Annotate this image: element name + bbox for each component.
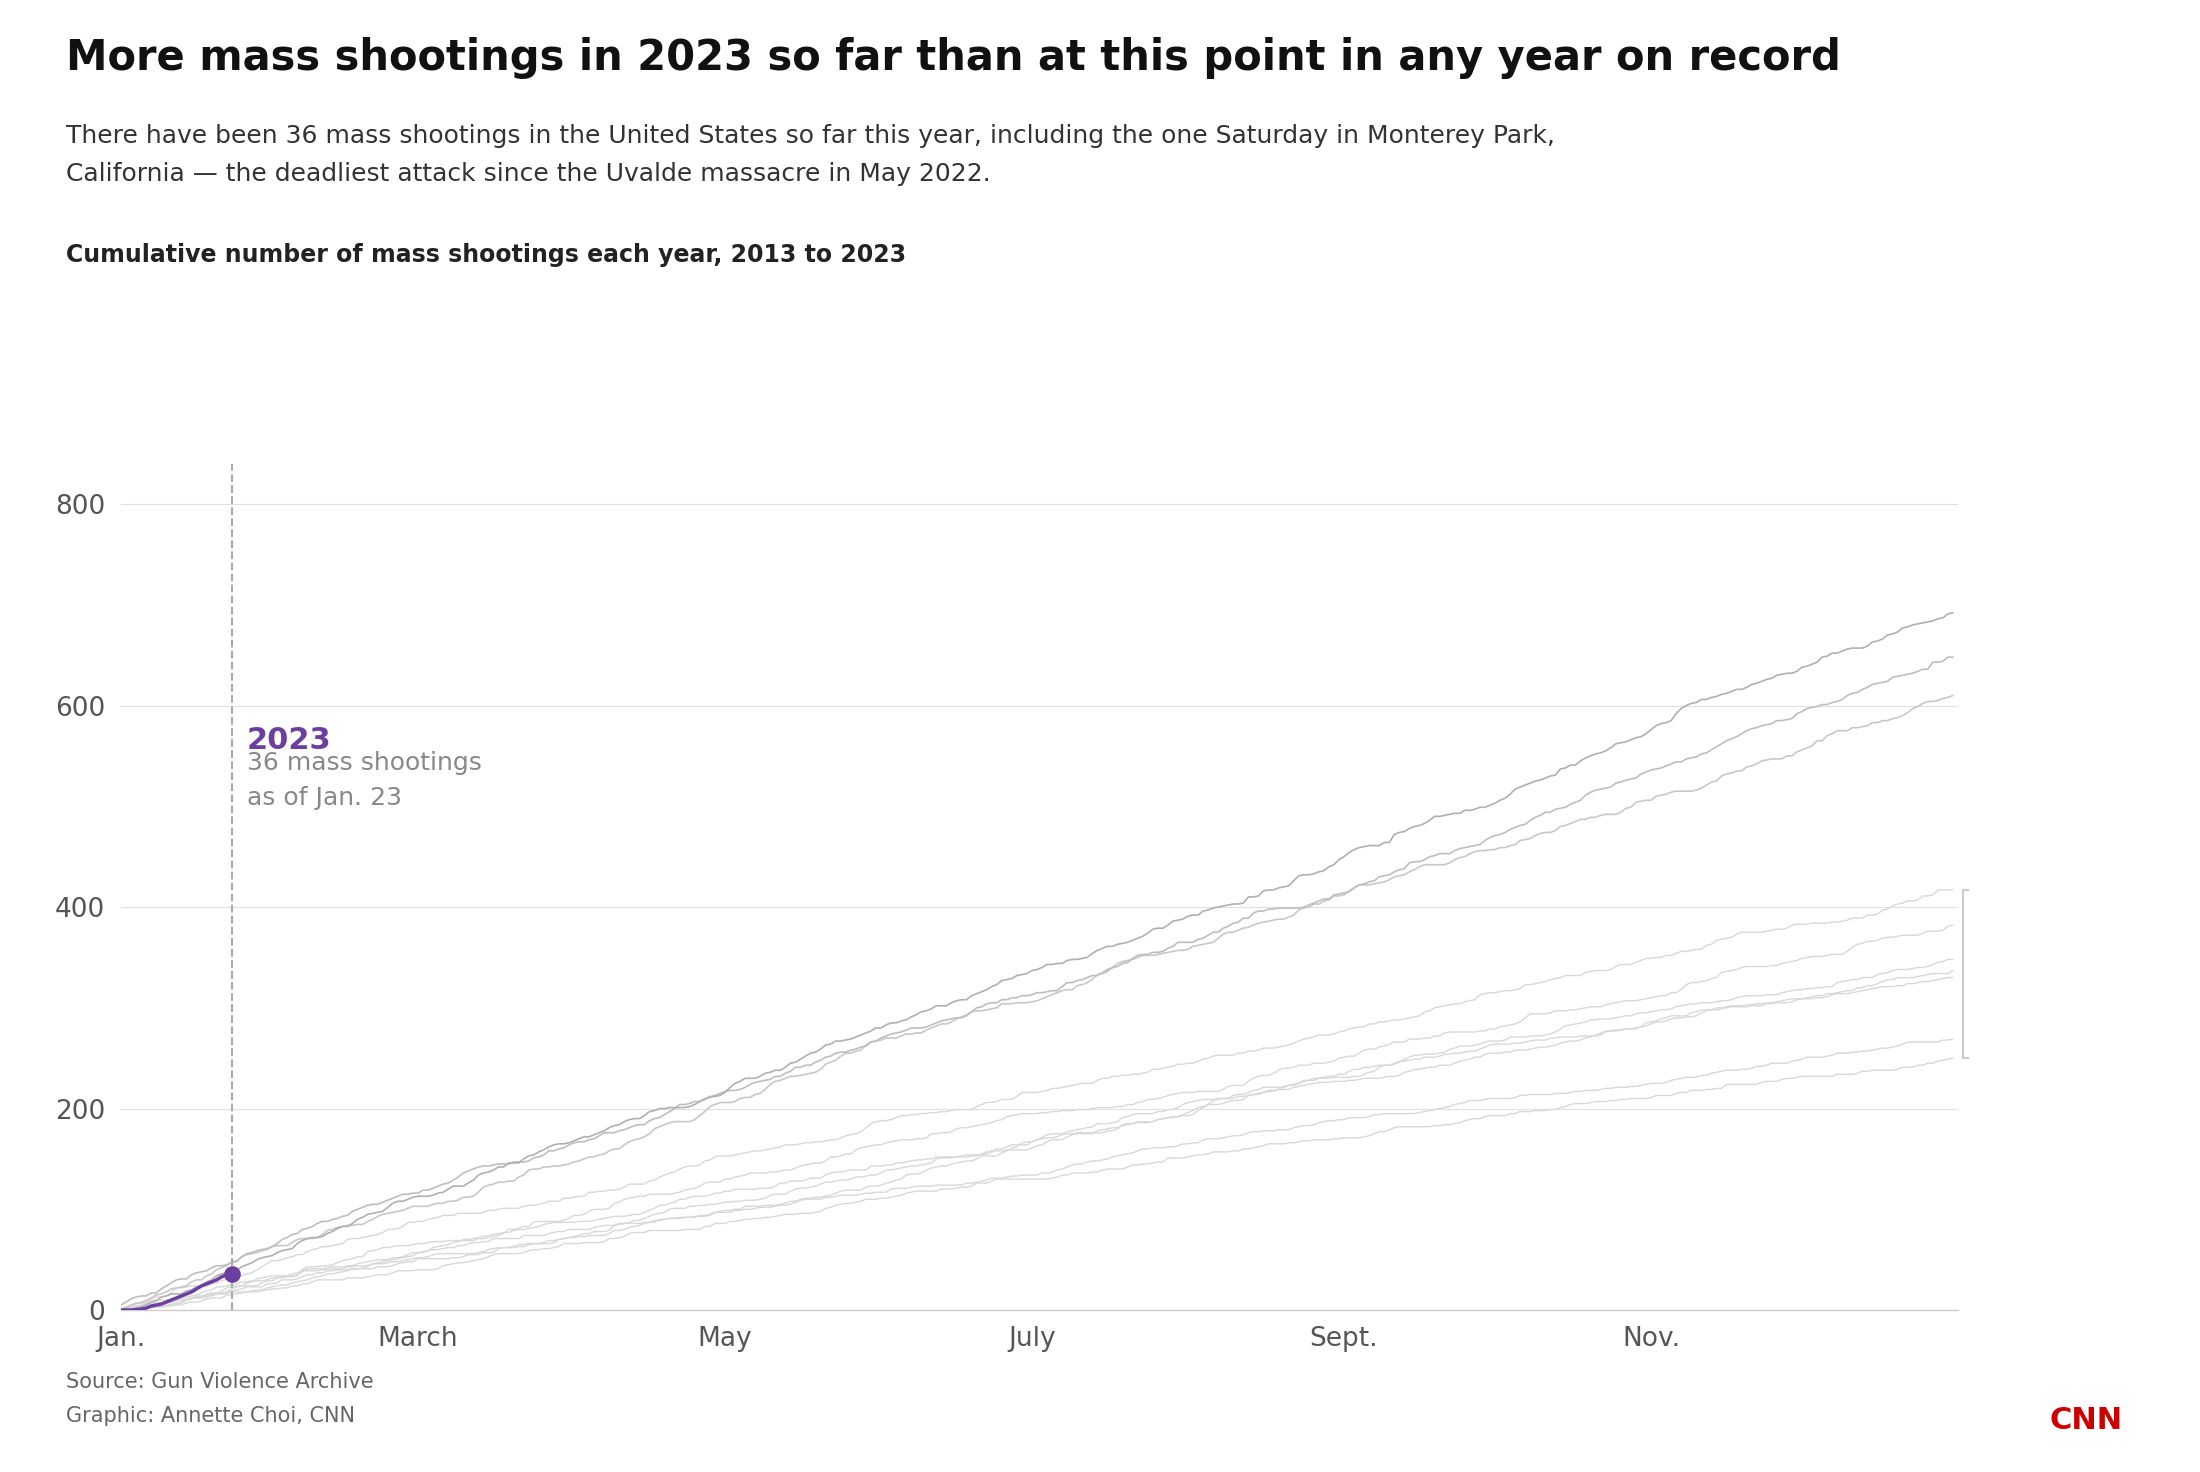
Text: Source: Gun Violence Archive: Source: Gun Violence Archive [66,1372,374,1393]
Text: More mass shootings in 2023 so far than at this point in any year on record: More mass shootings in 2023 so far than … [66,37,1841,79]
Text: Cumulative number of mass shootings each year, 2013 to 2023: Cumulative number of mass shootings each… [66,243,906,266]
Point [213,1262,249,1285]
Text: California — the deadliest attack since the Uvalde massacre in May 2022.: California — the deadliest attack since … [66,162,990,185]
Text: 2023: 2023 [246,726,332,755]
Text: Graphic: Annette Choi, CNN: Graphic: Annette Choi, CNN [66,1406,354,1426]
Text: 36 mass shootings
as of Jan. 23: 36 mass shootings as of Jan. 23 [246,751,482,810]
Text: CNN: CNN [2050,1406,2123,1435]
Text: There have been 36 mass shootings in the United States so far this year, includi: There have been 36 mass shootings in the… [66,124,1555,147]
